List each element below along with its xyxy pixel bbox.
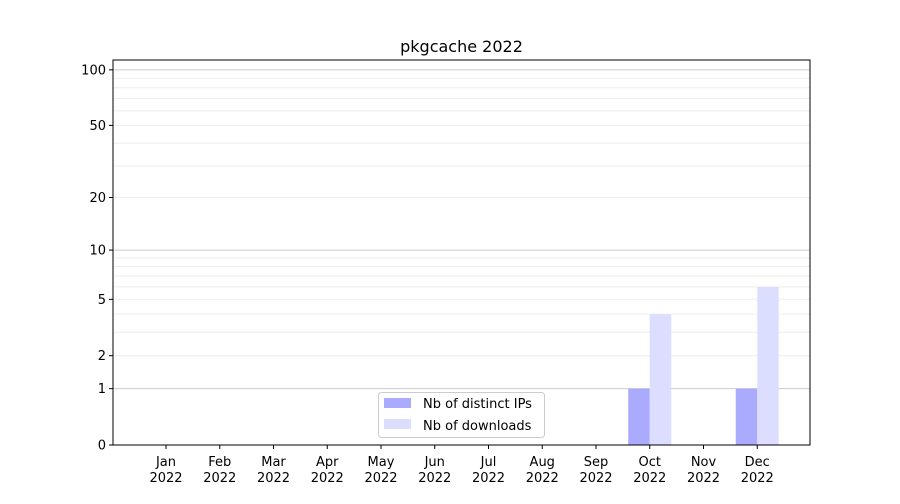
legend-swatch-downloads <box>384 419 411 429</box>
y-tick-label: 50 <box>89 119 106 134</box>
legend-label-ips: Nb of distinct IPs <box>423 397 532 412</box>
x-tick-label: Apr 2022 <box>311 455 344 486</box>
legend-frame <box>378 392 545 438</box>
y-tick-label: 20 <box>89 191 106 206</box>
x-tick-label: Jan 2022 <box>149 455 182 486</box>
y-tick-label: 2 <box>98 349 106 364</box>
grid-lines <box>113 69 810 390</box>
x-tick-label: Mar 2022 <box>257 455 290 486</box>
x-tick-label: May 2022 <box>364 455 397 486</box>
x-tick-label: Jun 2022 <box>418 455 451 486</box>
y-tick-label: 5 <box>98 293 106 308</box>
x-tick-label: Dec 2022 <box>741 455 774 486</box>
legend-swatch-ips <box>384 398 411 408</box>
x-tick-label: Feb 2022 <box>203 455 236 486</box>
y-tick-label: 0 <box>98 439 106 454</box>
plot-frame <box>112 59 811 446</box>
legend: Nb of distinct IPs Nb of downloads <box>378 392 545 438</box>
chart-title: pkgcache 2022 <box>400 37 523 56</box>
x-axis: Jan 2022 Feb 2022 Mar 2022 Apr 2022 May 2022 Jun 20… <box>149 445 774 486</box>
y-tick-label: 1 <box>98 382 106 397</box>
bar-distinct-ips <box>628 388 650 445</box>
y-tick-label: 100 <box>81 63 106 78</box>
legend-label-downloads: Nb of downloads <box>423 419 532 434</box>
bar-downloads <box>757 286 779 445</box>
y-axis: 0 1 2 5 10 20 50 100 <box>81 63 113 454</box>
bar-downloads <box>649 314 672 445</box>
x-tick-label: Nov 2022 <box>687 455 720 486</box>
bar-distinct-ips <box>735 388 758 445</box>
x-tick-label: Oct 2022 <box>633 455 666 486</box>
bars <box>628 286 779 445</box>
x-tick-label: Aug 2022 <box>526 455 559 486</box>
x-tick-label: Sep 2022 <box>579 455 612 486</box>
y-tick-label: 10 <box>89 244 106 259</box>
x-tick-label: Jul 2022 <box>472 455 505 486</box>
